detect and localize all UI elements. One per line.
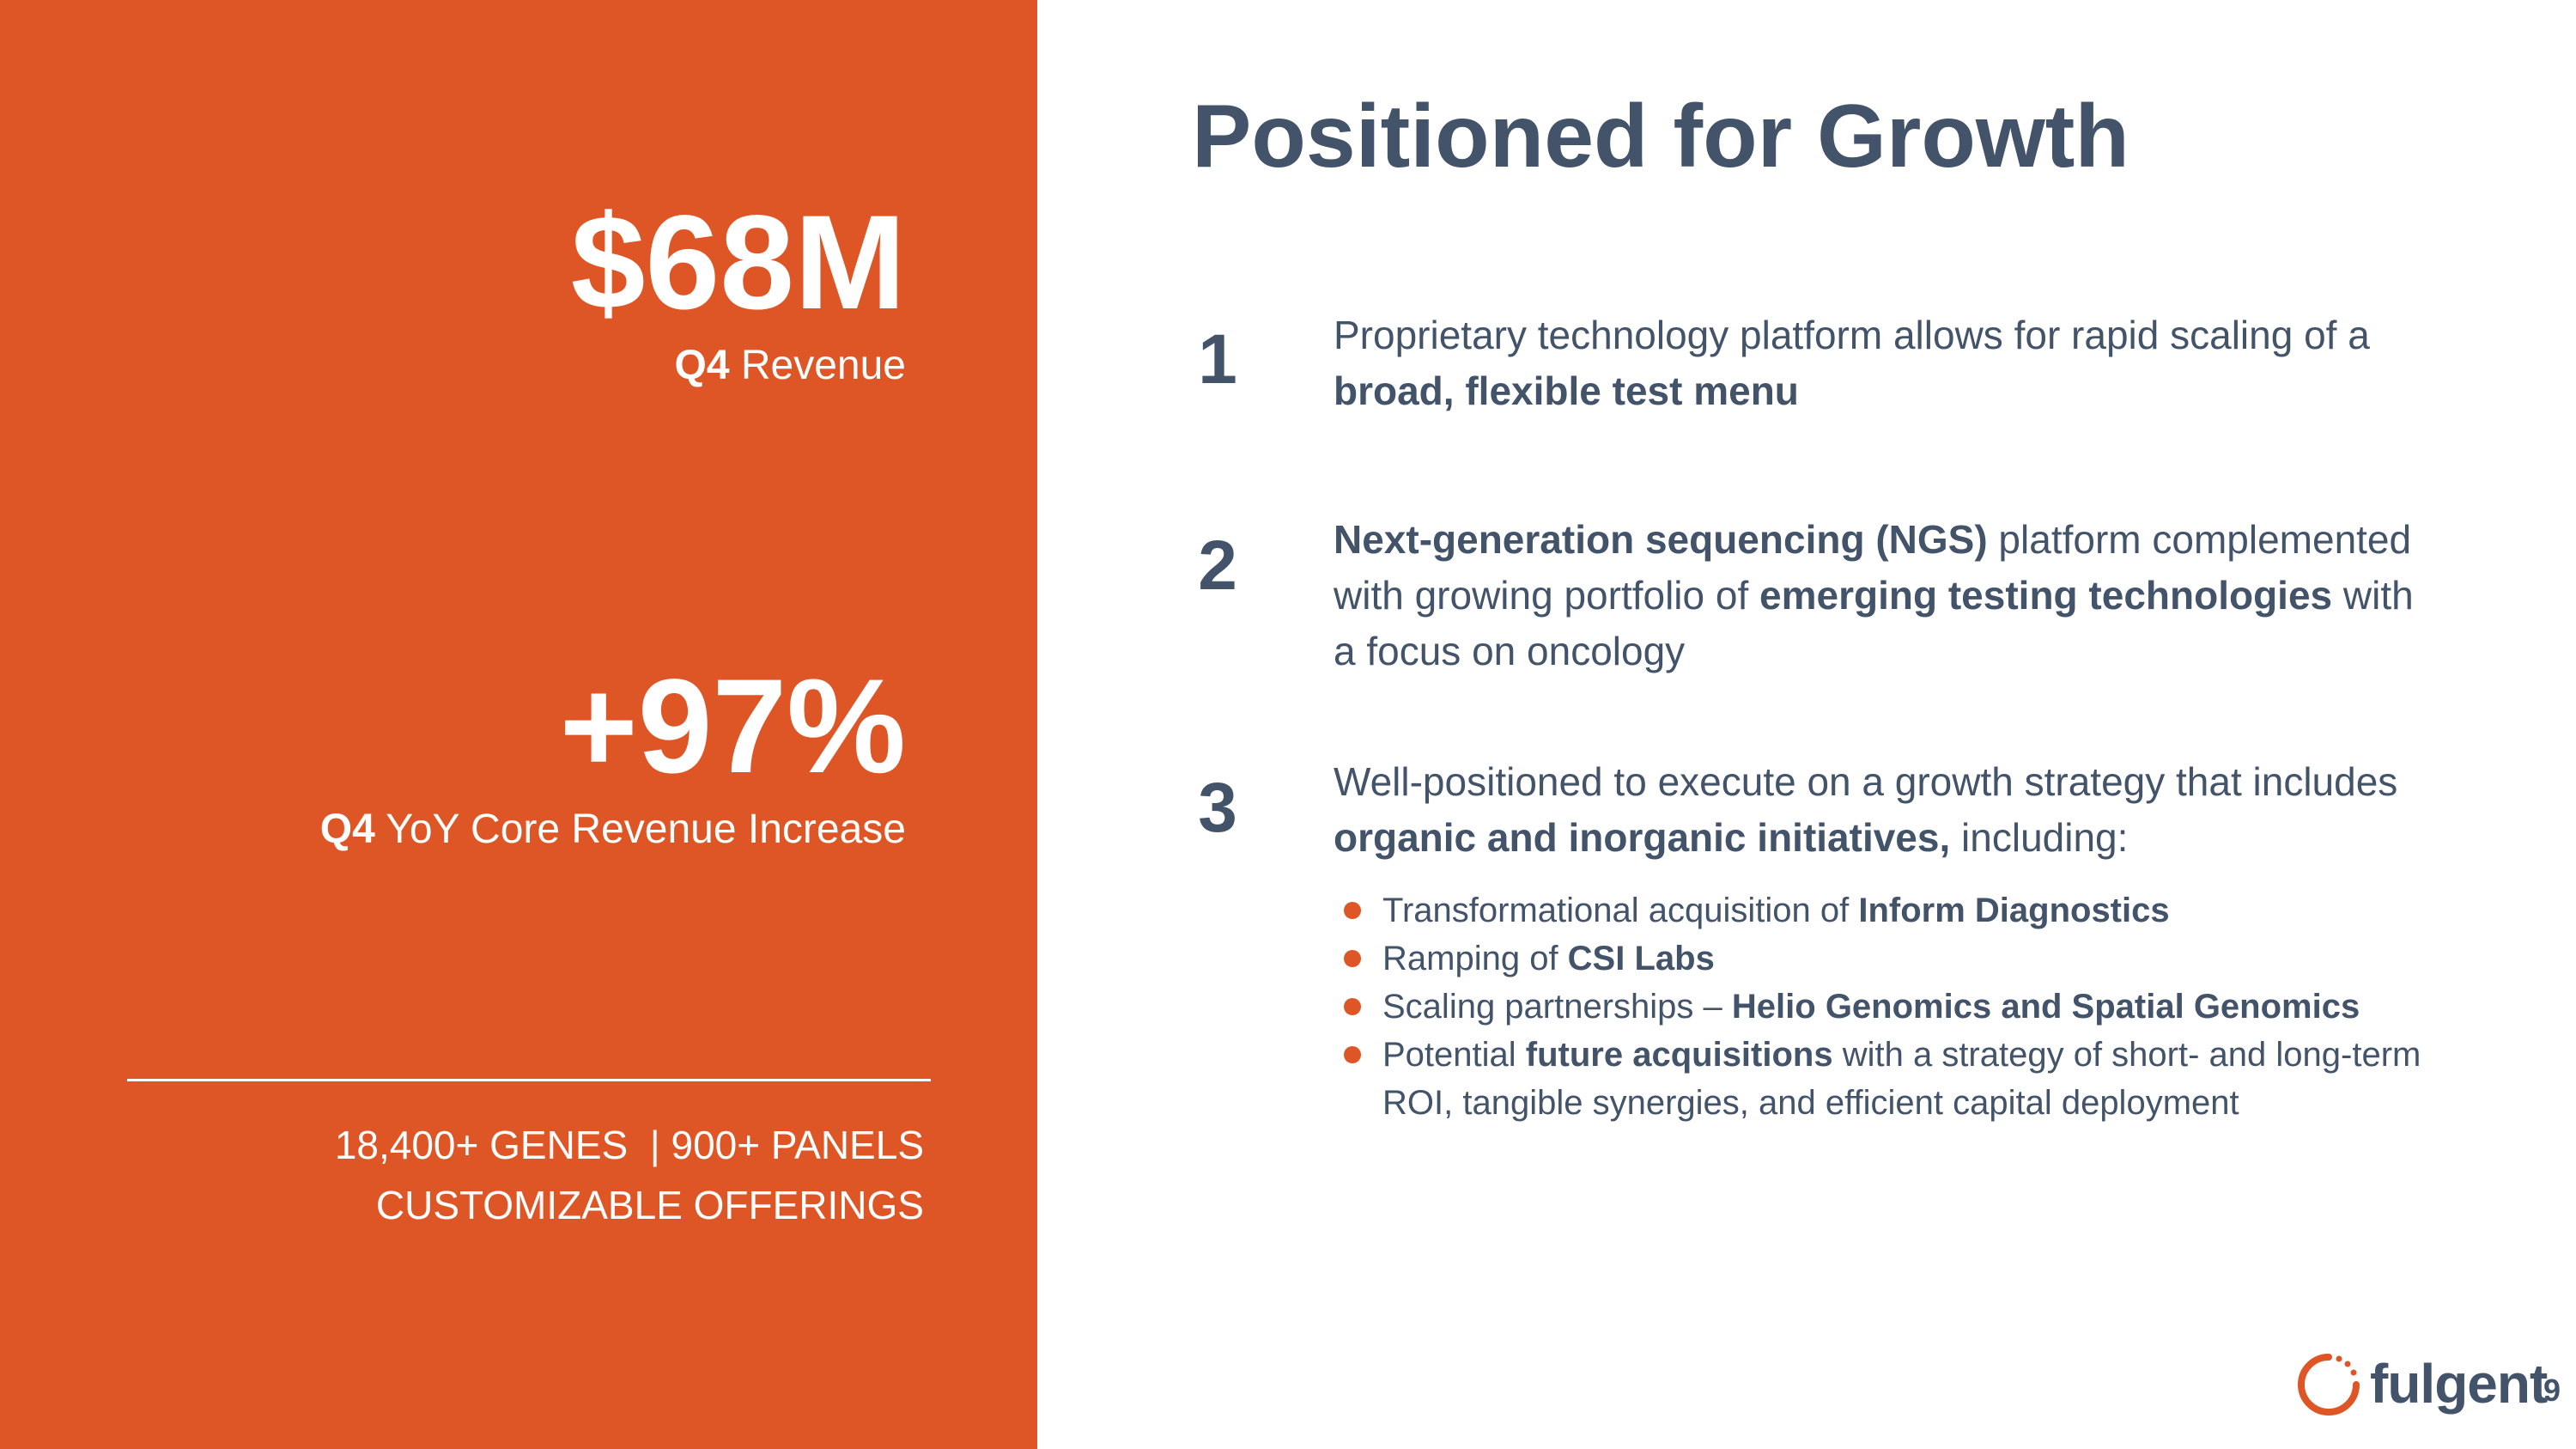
revenue-label: Q4 Revenue — [674, 343, 906, 388]
point-number: 3 — [1198, 769, 1237, 847]
growth-stat: +97% Q4 YoY Core Revenue Increase — [320, 660, 906, 853]
list-item: Scaling partnerships – Helio Genomics an… — [1340, 983, 2421, 1031]
point-text: Proprietary technology platform allows f… — [1334, 313, 2370, 413]
offerings-line-2: CUSTOMIZABLE OFFERINGS — [375, 1183, 924, 1227]
point-text: Well-positioned to execute on a growth s… — [1334, 759, 2398, 860]
offerings-summary: 18,400+ GENES | 900+ PANELS CUSTOMIZABLE… — [335, 1115, 924, 1235]
point-number: 1 — [1198, 320, 1237, 399]
growth-label: Q4 YoY Core Revenue Increase — [319, 807, 906, 852]
company-logo: fulgent — [2294, 1350, 2548, 1419]
growth-value: +97% — [559, 652, 906, 801]
left-stats-panel: $68M Q4 Revenue +97% Q4 YoY Core Revenue… — [0, 0, 1037, 1449]
logo-wordmark: fulgent — [2370, 1353, 2548, 1415]
initiatives-list: Transformational acquisition of Inform D… — [1340, 886, 2421, 1127]
offerings-line-1: 18,400+ GENES | 900+ PANELS — [334, 1123, 924, 1167]
list-item: Potential future acquisitions with a str… — [1340, 1031, 2421, 1127]
revenue-value: $68M — [570, 188, 906, 338]
point-number: 2 — [1198, 527, 1237, 605]
fulgent-ring-icon — [2298, 1354, 2360, 1416]
list-item: Transformational acquisition of Inform D… — [1340, 886, 2421, 935]
divider-line — [127, 1079, 931, 1081]
point-text: Next-generation sequencing (NGS) platfor… — [1334, 517, 2414, 673]
slide-title: Positioned for Growth — [1192, 87, 2129, 186]
revenue-stat: $68M Q4 Revenue — [571, 196, 906, 389]
list-item: Ramping of CSI Labs — [1340, 935, 2421, 983]
page-number: 9 — [2543, 1373, 2561, 1408]
